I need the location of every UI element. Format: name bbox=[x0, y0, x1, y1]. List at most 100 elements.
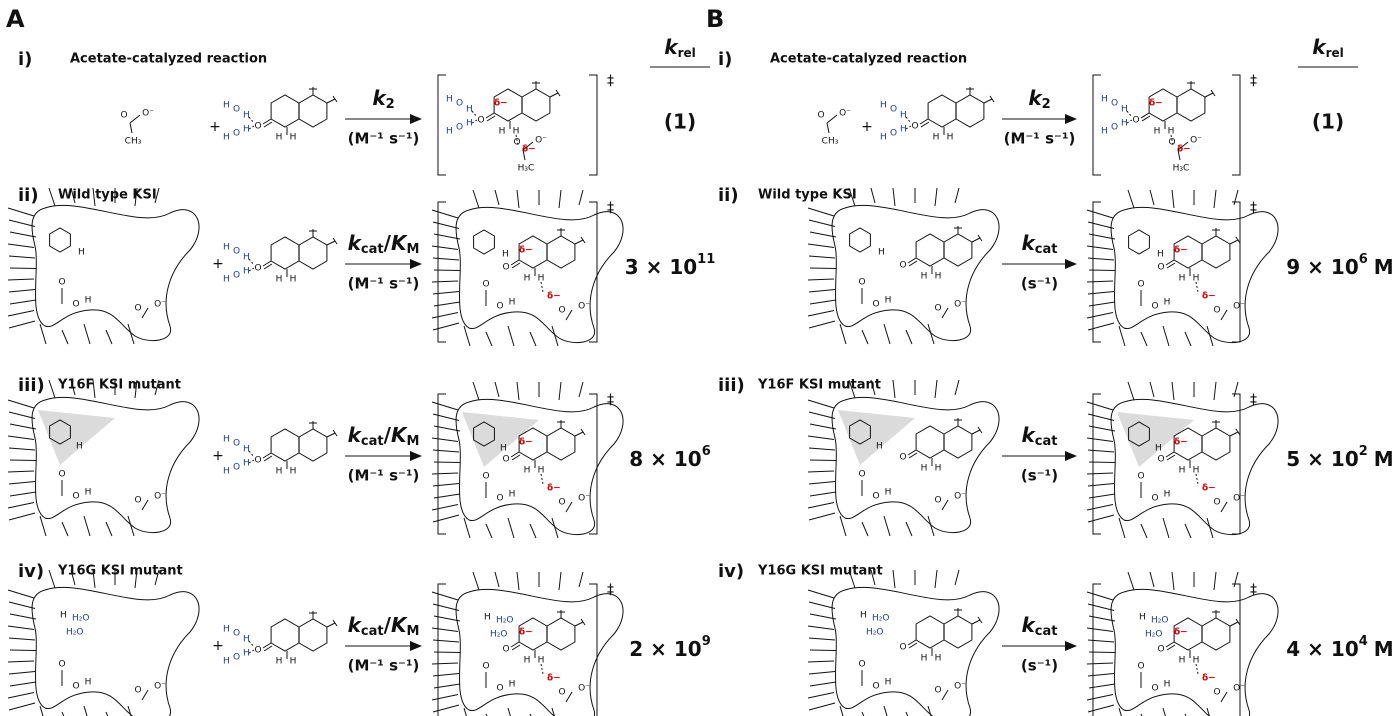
atom-label: H bbox=[1179, 656, 1186, 666]
bond bbox=[433, 604, 459, 611]
atom-label: O bbox=[233, 463, 240, 473]
atom-label: O bbox=[1157, 455, 1164, 465]
bond bbox=[517, 382, 519, 400]
bond bbox=[808, 503, 834, 509]
bond bbox=[9, 602, 35, 609]
rate-units: (s⁻¹) bbox=[1021, 467, 1058, 485]
atom-label: O bbox=[872, 682, 879, 692]
atom-label: O bbox=[134, 496, 141, 506]
bond bbox=[10, 650, 36, 651]
atom-label: O bbox=[899, 453, 906, 463]
bond bbox=[473, 572, 479, 590]
subscript: cat bbox=[361, 624, 384, 639]
atom-label: H bbox=[223, 467, 230, 477]
row-numeral: iv) bbox=[18, 561, 44, 582]
atom-label: H bbox=[1157, 250, 1164, 260]
atom-label: O bbox=[233, 439, 240, 449]
bond bbox=[810, 268, 836, 269]
bond bbox=[810, 300, 836, 304]
water: H₂O bbox=[872, 614, 889, 624]
bond bbox=[808, 693, 834, 699]
atom-label: O bbox=[1213, 498, 1220, 508]
bond bbox=[978, 235, 982, 241]
bond bbox=[808, 279, 834, 280]
bond bbox=[906, 522, 912, 536]
bond bbox=[884, 516, 890, 536]
bond bbox=[810, 682, 836, 686]
bond bbox=[142, 308, 148, 318]
row-numeral: i) bbox=[718, 49, 732, 70]
bond bbox=[978, 427, 982, 433]
subscript: rel bbox=[1326, 46, 1344, 60]
rate-units: (s⁻¹) bbox=[1021, 275, 1058, 293]
subscript: cat bbox=[361, 242, 384, 257]
atom-label: H bbox=[509, 680, 516, 690]
partial-charge: δ− bbox=[547, 674, 561, 684]
bond bbox=[49, 188, 55, 206]
atom-label: H bbox=[935, 272, 942, 282]
atom-label: H bbox=[885, 488, 892, 498]
bond bbox=[972, 238, 980, 242]
ring bbox=[299, 237, 327, 269]
atom-label: H bbox=[223, 435, 230, 445]
atom-label: O bbox=[72, 300, 79, 310]
atom-label: O bbox=[120, 111, 127, 121]
atom-label: H bbox=[243, 635, 250, 645]
symbol: K bbox=[391, 613, 408, 637]
bond bbox=[9, 513, 35, 520]
bond bbox=[128, 706, 134, 716]
arrow-head bbox=[410, 114, 422, 124]
ring bbox=[916, 234, 944, 266]
row-title: Y16G KSI mutant bbox=[757, 564, 883, 579]
exponent: 6 bbox=[702, 444, 711, 459]
atom-label: O⁻ bbox=[578, 302, 590, 312]
atom-label: O bbox=[456, 99, 463, 109]
atom-label: O bbox=[817, 111, 824, 121]
atom-label: O bbox=[1213, 688, 1220, 698]
bond bbox=[84, 516, 90, 536]
bond bbox=[495, 190, 499, 205]
bond bbox=[9, 256, 35, 258]
bond bbox=[893, 188, 895, 206]
bond bbox=[862, 712, 868, 716]
bond bbox=[1163, 518, 1169, 538]
atom-label: O⁻ bbox=[154, 492, 166, 502]
atom-label: H bbox=[290, 657, 297, 667]
bond bbox=[808, 208, 834, 216]
atom-label: H bbox=[524, 656, 531, 666]
atom-label: O bbox=[858, 660, 865, 670]
bond bbox=[84, 324, 90, 344]
bond bbox=[809, 482, 835, 485]
bond bbox=[1089, 270, 1115, 271]
krel-value: 2 × 109 bbox=[629, 634, 710, 661]
partial-charge: δ− bbox=[1202, 484, 1216, 494]
bond bbox=[464, 326, 470, 346]
bond bbox=[106, 330, 112, 344]
atom-label: H bbox=[1101, 95, 1108, 105]
atom-label: O⁻ bbox=[154, 682, 166, 692]
unit: M bbox=[1374, 447, 1394, 471]
bond bbox=[8, 503, 34, 509]
bond bbox=[517, 190, 519, 208]
bond bbox=[1087, 438, 1113, 442]
bond bbox=[106, 522, 112, 536]
double-dagger: ‡ bbox=[607, 392, 614, 408]
bracket bbox=[438, 584, 446, 716]
bond bbox=[942, 308, 948, 318]
atom-label: H bbox=[85, 678, 92, 688]
atom-label: O⁻ bbox=[1233, 684, 1245, 694]
bond bbox=[808, 590, 834, 598]
water: H₂O bbox=[1151, 616, 1168, 626]
bond bbox=[809, 672, 835, 675]
bond bbox=[8, 471, 34, 472]
atom-label: O⁻ bbox=[1190, 136, 1202, 146]
bond bbox=[809, 290, 835, 293]
atom-label: H bbox=[243, 267, 250, 277]
bond bbox=[935, 188, 937, 206]
bond bbox=[1236, 237, 1240, 243]
bond bbox=[1128, 382, 1134, 400]
bond bbox=[9, 482, 35, 485]
atom-label: O bbox=[558, 306, 565, 316]
bracket bbox=[1093, 394, 1101, 534]
atom-label: O bbox=[233, 247, 240, 257]
